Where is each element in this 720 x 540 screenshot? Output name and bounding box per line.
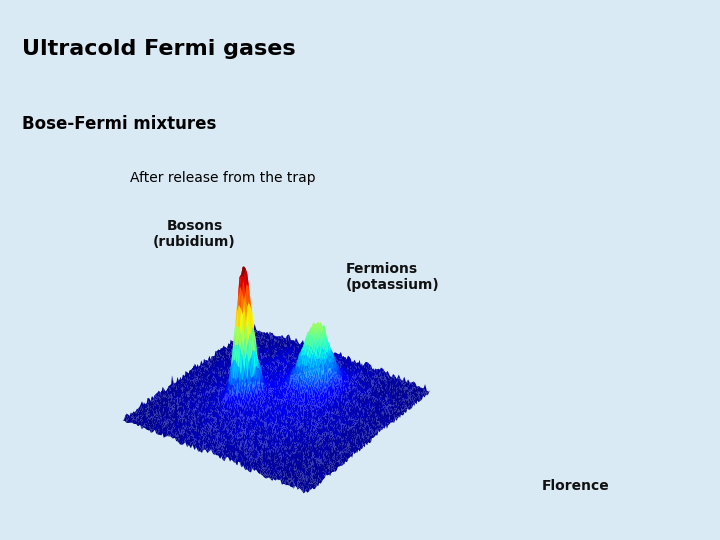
- Text: Florence: Florence: [542, 479, 610, 493]
- Text: After release from the trap: After release from the trap: [130, 171, 315, 185]
- Text: Bosons
(rubidium): Bosons (rubidium): [153, 219, 235, 249]
- Text: Ultracold Fermi gases: Ultracold Fermi gases: [22, 38, 295, 59]
- Text: Bose-Fermi mixtures: Bose-Fermi mixtures: [22, 115, 216, 133]
- Text: Fermions
(potassium): Fermions (potassium): [346, 262, 439, 292]
